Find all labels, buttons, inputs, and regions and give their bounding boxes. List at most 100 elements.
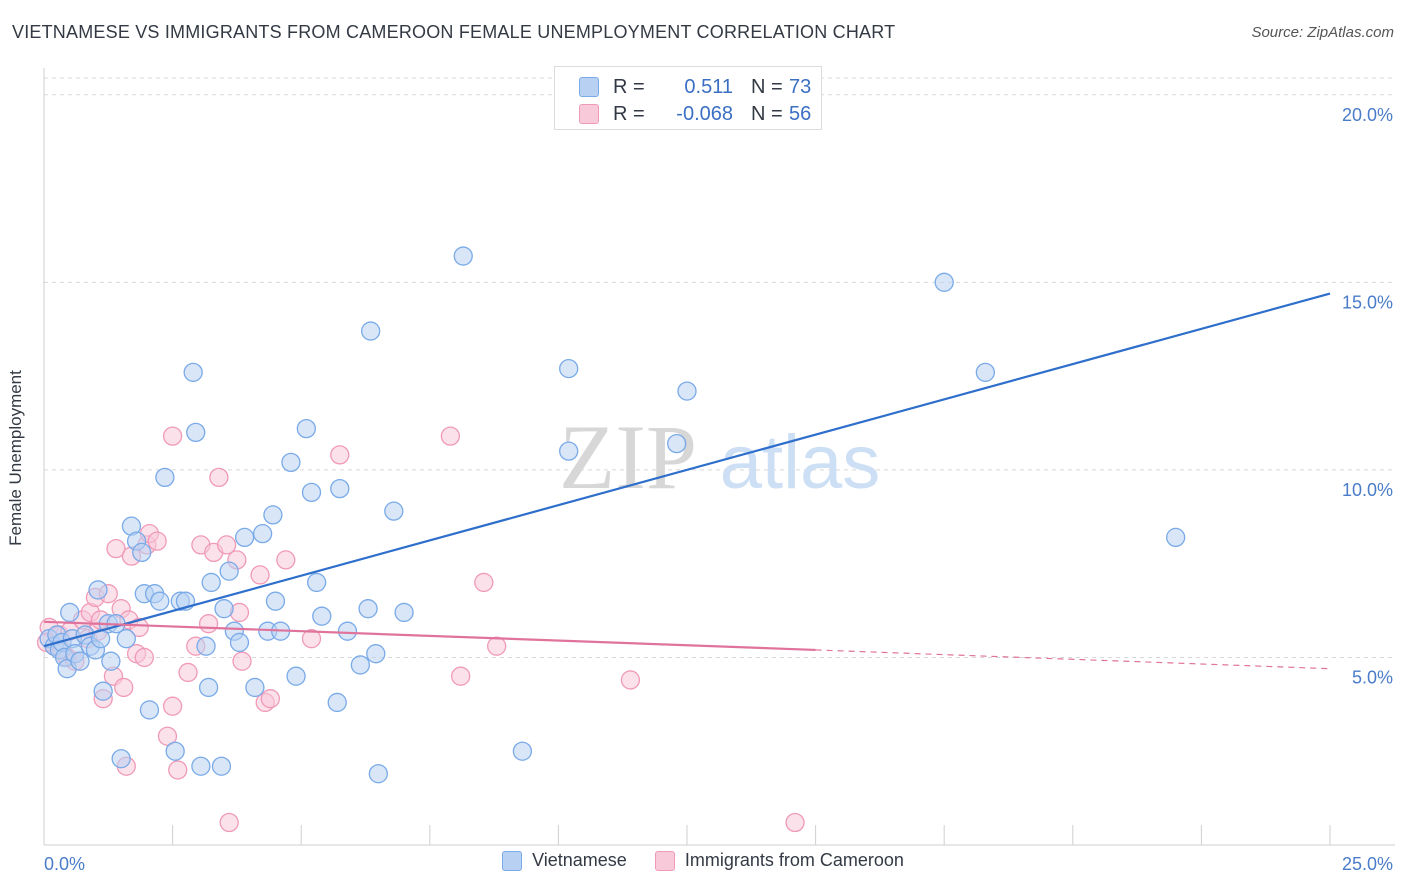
vietnamese-point-71 xyxy=(667,433,687,454)
cameroon-point-43 xyxy=(250,565,270,585)
stats-swatch-pink xyxy=(579,104,599,124)
vietnamese-point-14 xyxy=(88,580,108,600)
vietnamese-point-75 xyxy=(1166,527,1186,548)
legend-item-vietnamese[interactable]: Vietnamese xyxy=(502,850,627,871)
vietnamese-point-55 xyxy=(306,572,327,593)
axes xyxy=(43,68,1395,846)
vietnamese-point-59 xyxy=(337,621,358,641)
r-value: 0.511 xyxy=(684,75,733,98)
x-tick-label-0: 0.0% xyxy=(44,854,85,874)
series-legend: Vietnamese Immigrants from Cameroon xyxy=(0,850,1406,871)
n-label: N = xyxy=(751,102,783,125)
vietnamese-point-46 xyxy=(252,523,273,544)
cameroon-point-45 xyxy=(260,689,280,709)
cameroon-point-48 xyxy=(330,445,350,465)
vietnamese-point-53 xyxy=(296,418,316,439)
vietnamese-point-7 xyxy=(60,602,80,623)
y-tick-label-1: 10.0% xyxy=(1342,480,1393,500)
vietnamese-point-34 xyxy=(186,422,206,443)
vietnamese-point-40 xyxy=(214,599,234,619)
chart-title: VIETNAMESE VS IMMIGRANTS FROM CAMEROON F… xyxy=(12,22,896,42)
stats-swatch-blue xyxy=(579,77,599,97)
cameroon-point-50 xyxy=(451,666,471,686)
vietnamese-point-60 xyxy=(350,655,371,675)
cameroon-point-46 xyxy=(276,550,296,570)
stats-legend: R = 0.511 N = 73 R = -0.068 N = 56 xyxy=(554,66,822,130)
vietnamese-point-66 xyxy=(394,602,414,623)
stats-row-vietnamese: R = 0.511 N = 73 xyxy=(579,73,811,101)
vietnamese-point-29 xyxy=(155,467,175,488)
cameroon-point-28 xyxy=(157,726,178,746)
cameroon-point-32 xyxy=(178,662,198,683)
vietnamese-point-18 xyxy=(101,651,121,671)
vietnamese-point-28 xyxy=(150,591,170,611)
vietnamese-point-67 xyxy=(453,246,473,266)
cameroon-point-29 xyxy=(162,696,183,716)
vietnamese-point-57 xyxy=(327,692,347,713)
vietnamese-point-64 xyxy=(368,764,389,784)
vietnamese-point-52 xyxy=(286,666,306,686)
source-label: Source: ZipAtlas.com xyxy=(1251,24,1394,41)
vietnamese-point-65 xyxy=(384,501,404,521)
cameroon-point-35 xyxy=(198,614,219,634)
vietnamese-point-24 xyxy=(132,542,152,563)
cameroon-point-16 xyxy=(106,539,126,559)
vietnamese-point-37 xyxy=(198,677,219,698)
cameroon-point-49 xyxy=(440,426,461,446)
vietnamese-point-26 xyxy=(139,700,160,720)
cameroon-point-18 xyxy=(114,677,134,698)
vietnamese-point-68 xyxy=(512,741,533,761)
vietnamese-point-62 xyxy=(360,321,381,341)
cameroon-point-30 xyxy=(162,426,183,446)
vietnamese-point-63 xyxy=(366,644,386,664)
vietnamese-point-58 xyxy=(330,478,350,499)
vietnamese-point-16 xyxy=(93,681,113,701)
y-tick-label-0: 5.0% xyxy=(1352,667,1393,687)
x-tick-label-1: 25.0% xyxy=(1342,854,1393,874)
cameroon-point-52 xyxy=(487,636,507,656)
vietnamese-point-33 xyxy=(183,362,203,382)
trend-line-0 xyxy=(43,292,1331,648)
watermark-zip: ZIP xyxy=(559,406,697,508)
vietnamese-point-44 xyxy=(234,527,255,548)
cameroon-point-47 xyxy=(301,629,322,649)
legend-swatch-pink xyxy=(654,850,675,871)
vietnamese-point-36 xyxy=(196,636,216,656)
vietnamese-point-73 xyxy=(934,272,954,292)
trend-lines xyxy=(43,292,1331,670)
watermark-atlas: atlas xyxy=(720,420,881,505)
r-value: -0.068 xyxy=(676,102,733,125)
vietnamese-point-43 xyxy=(229,632,250,653)
vietnamese-point-69 xyxy=(559,358,579,379)
vietnamese-point-21 xyxy=(116,629,136,649)
cameroon-point-51 xyxy=(474,572,494,593)
vietnamese-point-74 xyxy=(975,362,996,382)
cameroon-point-38 xyxy=(216,535,237,555)
vietnamese-point-56 xyxy=(312,606,332,626)
watermark: ZIP atlas xyxy=(559,406,880,508)
n-value: 56 xyxy=(789,102,812,125)
stats-row-cameroon: R = -0.068 N = 56 xyxy=(579,100,811,128)
cameroon-point-39 xyxy=(219,812,239,833)
vietnamese-point-61 xyxy=(358,599,378,619)
cameroon-point-24 xyxy=(134,647,154,668)
vietnamese-point-54 xyxy=(301,482,322,503)
cameroon-point-31 xyxy=(168,760,188,780)
legend-item-cameroon[interactable]: Immigrants from Cameroon xyxy=(654,850,904,871)
vietnamese-point-41 xyxy=(219,561,239,581)
vietnamese-point-51 xyxy=(281,452,301,473)
trend-dashed-1 xyxy=(815,649,1331,670)
y-tick-label-2: 15.0% xyxy=(1342,292,1393,312)
n-value: 73 xyxy=(789,75,812,98)
series-vietnamese-points xyxy=(39,246,1186,784)
legend-label-vietnamese: Vietnamese xyxy=(532,850,627,870)
n-label: N = xyxy=(751,75,783,98)
vietnamese-point-70 xyxy=(559,441,579,461)
cameroon-point-37 xyxy=(209,467,229,488)
legend-swatch-blue xyxy=(502,850,523,871)
legend-label-cameroon: Immigrants from Cameroon xyxy=(684,850,904,870)
vietnamese-point-35 xyxy=(191,756,211,776)
y-tick-label-3: 20.0% xyxy=(1342,105,1393,125)
vietnamese-point-20 xyxy=(111,749,131,769)
